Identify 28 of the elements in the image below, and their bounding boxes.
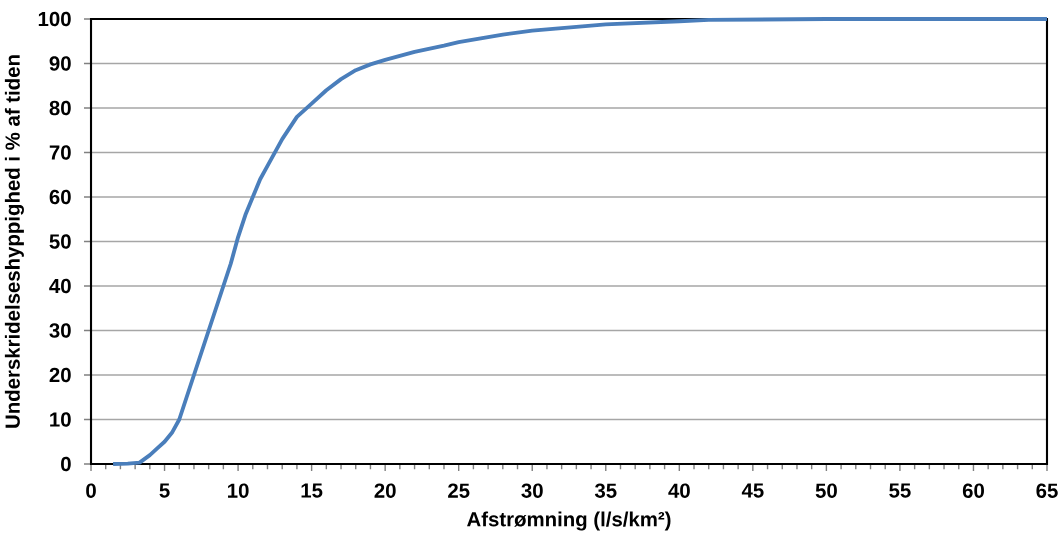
y-axis-title: Underskridelseshyppighed i % af tiden: [4, 55, 24, 428]
x-tick-label: 15: [301, 483, 323, 498]
y-tick-label: 0: [61, 456, 71, 472]
y-tick-label: 10: [50, 412, 71, 427]
y-tick-label: 70: [49, 145, 71, 160]
y-tick-label: 50: [49, 234, 71, 249]
x-tick-label: 5: [159, 483, 170, 498]
x-tick-label: 40: [668, 483, 690, 498]
x-tick-label: 25: [448, 483, 470, 498]
y-tick-label: 20: [49, 367, 71, 383]
y-tick-label: 60: [49, 189, 71, 205]
x-tick-label: 35: [594, 483, 617, 498]
x-tick-label: 20: [374, 483, 396, 498]
y-tick-label: 80: [49, 100, 71, 116]
x-tick-label: 10: [228, 483, 249, 498]
x-tick-label: 60: [962, 483, 984, 498]
y-tick-label: 100: [38, 11, 71, 27]
x-tick-label: 50: [815, 483, 837, 498]
x-axis-title: Afstrømning (l/s/km²): [467, 511, 671, 531]
line-series: [111, 17, 1049, 466]
y-tick-label: 90: [49, 56, 71, 71]
y-tick-label: 40: [49, 278, 71, 294]
x-tick-label: 65: [1036, 483, 1058, 498]
x-tick-label: 0: [86, 483, 96, 498]
x-tick-label: 30: [521, 483, 543, 498]
x-tick-label: 55: [889, 483, 911, 498]
x-tick-label: 45: [741, 483, 764, 498]
y-tick-label: 30: [49, 323, 71, 338]
